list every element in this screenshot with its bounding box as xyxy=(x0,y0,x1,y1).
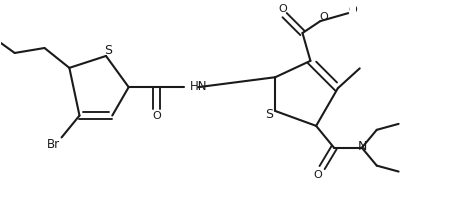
Text: O: O xyxy=(314,170,322,180)
Text: S: S xyxy=(265,109,273,121)
Text: N: N xyxy=(358,140,368,153)
Text: O: O xyxy=(278,4,287,14)
Text: O: O xyxy=(349,5,358,15)
Text: Br: Br xyxy=(47,138,60,151)
Text: S: S xyxy=(104,44,112,57)
Text: O: O xyxy=(152,111,161,121)
Text: HN: HN xyxy=(190,80,208,93)
Text: O: O xyxy=(319,12,328,22)
